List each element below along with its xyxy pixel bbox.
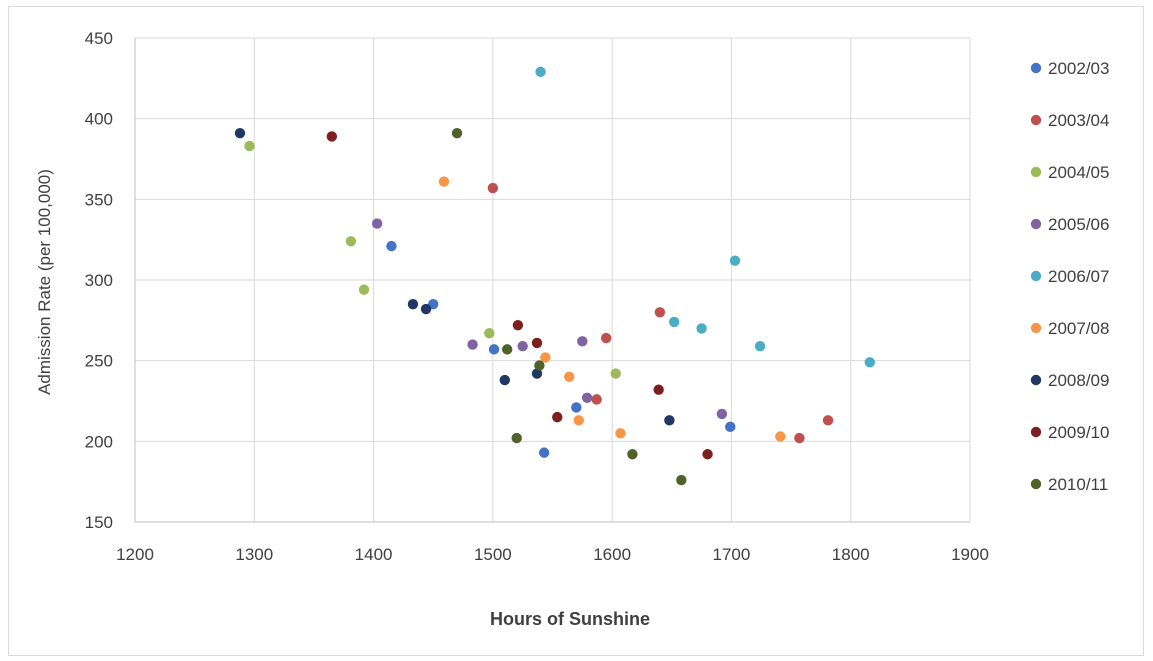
data-point [451, 127, 463, 139]
x-tick-labels: 1200 1300 1400 1500 1600 1700 1800 1900 [116, 545, 989, 564]
data-point [371, 218, 383, 229]
data-point [534, 360, 545, 371]
legend-marker [1030, 166, 1042, 178]
legend-marker [1030, 426, 1042, 438]
legend-marker [1030, 114, 1042, 126]
x-tick-label: 1300 [235, 545, 273, 564]
chart-frame [8, 6, 1144, 656]
legend-marker [1030, 374, 1042, 386]
data-point [244, 140, 255, 152]
data-point [484, 328, 495, 339]
legend-label: 2009/10 [1048, 423, 1109, 442]
legend-marker [1030, 270, 1042, 282]
data-point [499, 374, 510, 386]
y-tick-label: 400 [85, 110, 113, 129]
data-point [438, 176, 450, 187]
data-point [573, 415, 584, 426]
data-point [487, 182, 499, 194]
legend-label: 2006/07 [1048, 267, 1109, 286]
data-point [234, 127, 246, 139]
y-tick-label: 150 [85, 513, 113, 532]
data-point [615, 428, 626, 439]
legend-marker [1030, 218, 1042, 230]
x-tick-label: 1800 [832, 545, 870, 564]
data-point [775, 431, 786, 442]
legend: 2002/03 2003/04 2004/05 2005/06 2006/07 2007/… [1030, 59, 1109, 494]
data-point [488, 344, 500, 355]
legend-label: 2003/04 [1048, 111, 1109, 130]
data-point [600, 332, 612, 344]
data-point [467, 339, 478, 350]
data-point [581, 392, 593, 403]
data-point [407, 299, 419, 310]
data-point [531, 337, 543, 349]
y-tick-label: 350 [85, 190, 113, 209]
data-point [540, 352, 551, 363]
data-point [729, 255, 741, 266]
gridlines [135, 37, 971, 522]
data-point [653, 384, 664, 395]
data-point [420, 303, 432, 315]
y-axis-label: Admission Rate (per 100,000) [35, 169, 54, 395]
x-tick-label: 1600 [593, 545, 631, 564]
data-point [512, 319, 524, 331]
y-tick-label: 200 [85, 432, 113, 451]
axes [134, 38, 970, 523]
data-point [754, 340, 766, 352]
data-point [571, 402, 582, 413]
y-tick-label: 450 [85, 29, 113, 48]
legend-label: 2007/08 [1048, 319, 1109, 338]
data-point [511, 432, 522, 444]
legend-label: 2010/11 [1048, 475, 1108, 494]
y-tick-label: 300 [85, 271, 113, 290]
x-tick-label: 1500 [474, 545, 512, 564]
data-point [676, 474, 687, 486]
data-point [501, 344, 513, 355]
data-point [358, 284, 370, 295]
data-point [702, 449, 713, 460]
legend-label: 2008/09 [1048, 371, 1109, 390]
data-point [668, 316, 680, 328]
data-point [864, 357, 875, 368]
y-tick-labels: 150 200 250 300 350 400 450 [85, 29, 113, 532]
legend-label: 2004/05 [1048, 163, 1109, 182]
legend-marker [1030, 478, 1042, 490]
data-point [538, 447, 550, 458]
data-point [822, 415, 834, 426]
data-point [696, 323, 707, 334]
data-point [654, 307, 666, 318]
data-point [517, 340, 528, 352]
data-point [531, 368, 543, 379]
legend-marker [1030, 322, 1042, 334]
data-point [610, 368, 621, 379]
y-tick-label: 250 [85, 352, 113, 371]
data-point [591, 394, 602, 405]
data-point [627, 449, 638, 460]
data-point [716, 408, 728, 420]
data-point [535, 66, 546, 78]
data-point [345, 236, 357, 247]
data-point [552, 411, 563, 423]
data-point [664, 415, 675, 426]
data-point [326, 131, 338, 142]
data-point [564, 371, 575, 382]
data-points [234, 66, 875, 486]
x-tick-label: 1700 [713, 545, 751, 564]
data-point [577, 336, 588, 347]
data-point [386, 240, 397, 252]
legend-marker [1030, 62, 1042, 74]
data-point [725, 421, 736, 433]
legend-label: 2005/06 [1048, 215, 1109, 234]
x-axis-label: Hours of Sunshine [490, 609, 650, 629]
data-point [794, 432, 805, 444]
legend-label: 2002/03 [1048, 59, 1109, 78]
x-tick-label: 1400 [355, 545, 393, 564]
x-tick-label: 1900 [951, 545, 989, 564]
x-tick-label: 1200 [116, 545, 154, 564]
